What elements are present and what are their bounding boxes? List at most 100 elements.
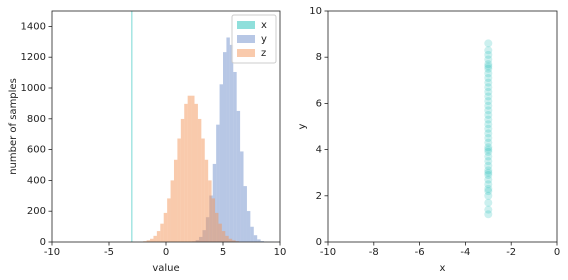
scatter-point xyxy=(484,180,493,189)
scatter-point xyxy=(484,129,493,138)
scatter-point xyxy=(484,55,493,64)
histogram-bar xyxy=(221,231,226,242)
histogram-bar xyxy=(208,180,212,242)
legend-swatch xyxy=(237,21,255,29)
scatter-point xyxy=(484,92,493,101)
y-tick-label: 800 xyxy=(27,114,46,125)
histogram-bar xyxy=(260,241,265,242)
histogram-bar xyxy=(156,231,161,242)
histogram-bar xyxy=(146,240,151,242)
x-tick-label: -10 xyxy=(320,247,336,258)
scatter-point xyxy=(484,73,493,82)
scatter-point xyxy=(484,110,493,119)
scatter-point xyxy=(484,83,493,92)
scatter-point xyxy=(484,210,493,219)
scatter-point xyxy=(484,101,493,110)
histogram-bar xyxy=(131,11,133,242)
x-tick-label: 0 xyxy=(163,247,169,258)
scatter-point xyxy=(484,143,493,152)
scatter-point xyxy=(484,50,493,59)
scatter-point xyxy=(484,152,493,161)
scatter-point xyxy=(484,161,493,170)
x-tick-label: -8 xyxy=(369,247,379,258)
histogram-bar xyxy=(257,239,261,242)
x-tick-label: 10 xyxy=(274,247,287,258)
histogram-bar xyxy=(253,235,258,242)
histogram-bar xyxy=(218,223,222,242)
scatter-point xyxy=(484,134,493,143)
y-tick-label: 0 xyxy=(40,237,46,248)
histogram-bar xyxy=(229,44,234,242)
histogram-bar xyxy=(216,124,220,242)
histogram-bar xyxy=(167,198,171,242)
histogram-bar xyxy=(173,159,178,242)
scatter-point xyxy=(484,39,493,48)
scatter-point xyxy=(484,69,493,78)
plot-area xyxy=(131,11,275,242)
scatter-point xyxy=(484,166,493,175)
x-tick-label: -10 xyxy=(44,247,60,258)
scatter-point xyxy=(484,175,493,184)
scatter-point xyxy=(484,184,493,193)
histogram-bar xyxy=(250,226,254,242)
histogram-bar xyxy=(201,138,205,242)
histogram-bar xyxy=(177,138,181,242)
histogram-bar xyxy=(226,37,230,242)
histogram-bar xyxy=(246,211,251,242)
y-axis-label: number of samples xyxy=(8,78,19,175)
histogram-bar xyxy=(204,159,209,242)
y-tick-label: 400 xyxy=(27,175,46,186)
histogram-bar xyxy=(233,71,237,242)
y-tick-label: 200 xyxy=(27,206,46,217)
x-tick-label: -6 xyxy=(415,247,425,258)
histogram-bar xyxy=(163,212,168,242)
histogram-bar xyxy=(228,238,233,242)
legend-label: y xyxy=(261,34,267,45)
x-axis-label: x xyxy=(440,263,446,274)
y-tick-label: 1400 xyxy=(21,21,46,32)
y-tick-label: 10 xyxy=(309,6,322,17)
x-tick-label: -5 xyxy=(104,247,114,258)
y-tick-label: 600 xyxy=(27,145,46,156)
histogram-bar xyxy=(232,240,236,242)
scatter-point xyxy=(484,138,493,147)
x-tick-label: 0 xyxy=(554,247,560,258)
y-tick-label: 8 xyxy=(316,52,322,63)
histogram-bar xyxy=(170,180,174,242)
histogram-bar xyxy=(194,103,198,242)
y-tick-label: 2 xyxy=(316,191,322,202)
histogram-bar xyxy=(184,103,188,242)
x-tick-label: 5 xyxy=(220,247,226,258)
scatter-point xyxy=(484,62,493,71)
scatter-point xyxy=(484,157,493,166)
histogram-bar xyxy=(150,238,154,242)
histogram-bar xyxy=(225,235,229,242)
histogram-bar xyxy=(243,186,247,242)
histogram-bar xyxy=(191,95,195,242)
y-tick-label: 6 xyxy=(316,98,322,109)
scatter-point xyxy=(484,198,493,207)
histogram-bar xyxy=(211,198,216,242)
scatter-point xyxy=(484,78,493,87)
histogram-bar xyxy=(160,223,164,242)
histogram-bar xyxy=(223,52,227,242)
scatter-point xyxy=(484,46,493,55)
scatter-point xyxy=(484,60,493,69)
legend-label: z xyxy=(261,48,266,59)
y-tick-label: 0 xyxy=(316,237,322,248)
x-tick-label: -4 xyxy=(460,247,470,258)
scatter-point xyxy=(484,191,493,200)
plot-area xyxy=(484,39,493,219)
scatter-point xyxy=(484,120,493,129)
legend-label: x xyxy=(261,20,267,31)
histogram-bar xyxy=(187,95,192,242)
legend-swatch xyxy=(237,49,255,57)
legend-swatch xyxy=(237,35,255,43)
histogram-bar xyxy=(240,151,244,242)
scatter-point xyxy=(484,106,493,115)
scatter-point xyxy=(484,171,493,180)
scatter-point xyxy=(484,64,493,73)
scatter-point xyxy=(484,87,493,96)
y-axis-label: y xyxy=(297,123,308,129)
scatter-point xyxy=(484,115,493,124)
